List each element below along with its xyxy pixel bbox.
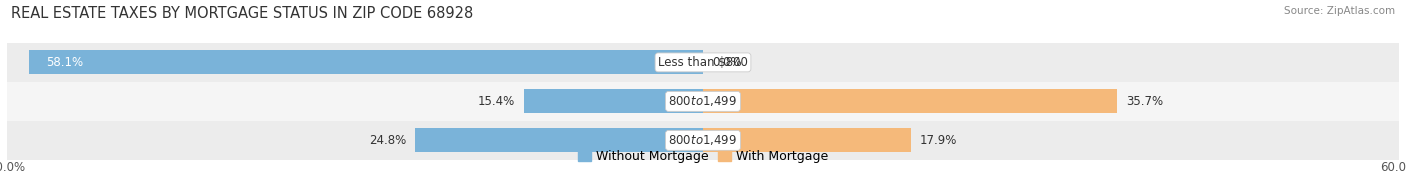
Bar [30, 50, 703, 74]
Text: Source: ZipAtlas.com: Source: ZipAtlas.com [1284, 6, 1395, 16]
Text: $800 to $1,499: $800 to $1,499 [668, 94, 738, 108]
Bar [703, 89, 1118, 113]
Text: Less than $800: Less than $800 [658, 56, 748, 69]
Text: 35.7%: 35.7% [1126, 95, 1164, 108]
Legend: Without Mortgage, With Mortgage: Without Mortgage, With Mortgage [578, 150, 828, 163]
Text: 58.1%: 58.1% [46, 56, 83, 69]
Text: 17.9%: 17.9% [920, 134, 957, 147]
Bar [703, 128, 911, 152]
Text: 15.4%: 15.4% [478, 95, 515, 108]
Bar [524, 89, 703, 113]
Text: REAL ESTATE TAXES BY MORTGAGE STATUS IN ZIP CODE 68928: REAL ESTATE TAXES BY MORTGAGE STATUS IN … [11, 6, 474, 21]
Bar [7, 82, 1399, 121]
Text: 0.0%: 0.0% [713, 56, 742, 69]
Bar [7, 43, 1399, 82]
Bar [415, 128, 703, 152]
Bar [7, 121, 1399, 160]
Text: $800 to $1,499: $800 to $1,499 [668, 133, 738, 147]
Text: 24.8%: 24.8% [368, 134, 406, 147]
